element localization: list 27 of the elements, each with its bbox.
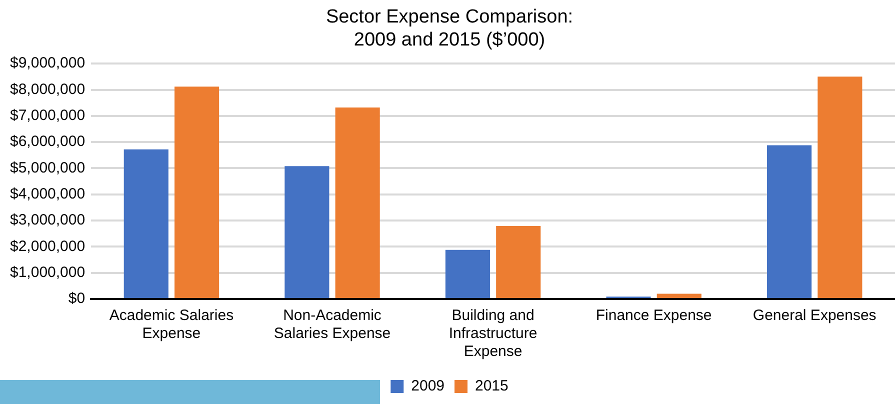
legend-label: 2009 <box>411 378 445 395</box>
bar <box>284 166 330 298</box>
y-tick-label: $0 <box>68 290 86 308</box>
x-tick-label: Non-Academic Salaries Expense <box>274 307 391 342</box>
x-tick-label: Building and Infrastructure Expense <box>448 307 538 360</box>
y-tick-label: $3,000,000 <box>10 212 86 229</box>
y-tick-label: $9,000,000 <box>10 54 86 72</box>
y-tick-label: $6,000,000 <box>10 133 86 150</box>
bar <box>818 76 862 298</box>
x-tick-label: Academic Salaries Expense <box>109 307 234 342</box>
bar <box>496 226 541 298</box>
legend-label: 2015 <box>475 378 508 395</box>
bar <box>656 294 702 298</box>
bar <box>174 86 220 298</box>
chart-title: Sector Expense Comparison: 2009 and 2015 ($’000) <box>326 6 574 50</box>
y-tick-label: $8,000,000 <box>10 80 86 98</box>
y-tick-label: $1,000,000 <box>10 264 86 281</box>
x-tick-label: General Expenses <box>752 307 876 324</box>
bar <box>767 145 812 298</box>
bar <box>335 108 380 298</box>
bar <box>445 250 490 298</box>
y-tick-label: $4,000,000 <box>10 186 86 203</box>
x-tick-label: Finance Expense <box>596 307 712 324</box>
bar <box>124 149 168 298</box>
y-tick-label: $7,000,000 <box>10 107 86 124</box>
y-tick-label: $2,000,000 <box>10 238 86 255</box>
y-tick-label: $5,000,000 <box>10 159 86 176</box>
